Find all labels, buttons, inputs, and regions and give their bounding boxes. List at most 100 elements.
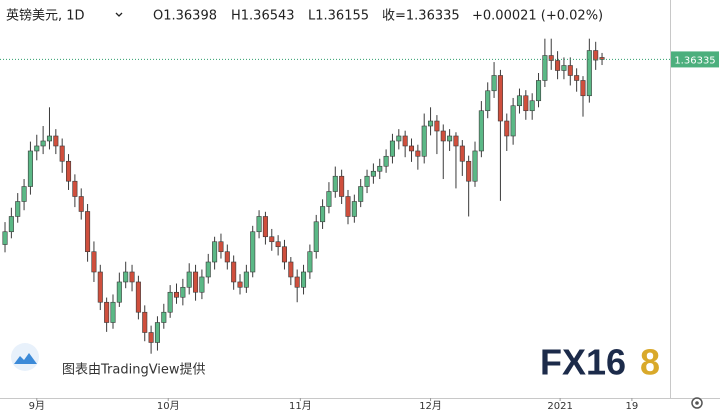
candle-body — [224, 251, 230, 263]
candle-body — [561, 65, 567, 71]
candle-body — [555, 60, 561, 71]
symbol[interactable]: 英镑美元, 1D — [6, 8, 85, 24]
tv-logo — [14, 353, 37, 364]
candle-body — [66, 160, 72, 182]
settings-hub[interactable] — [695, 401, 699, 405]
candle-body — [313, 221, 319, 253]
candle-body — [593, 50, 599, 61]
candle-body — [326, 191, 332, 207]
candle-body — [262, 216, 268, 238]
candle-body — [415, 150, 421, 157]
x-tick-label: 9月 — [29, 400, 45, 412]
candle-body — [40, 140, 46, 147]
candle-body — [453, 135, 459, 147]
candle-body — [269, 236, 275, 243]
high-label: H1.36543 — [231, 9, 295, 24]
candle-body — [567, 65, 573, 76]
candle-body — [237, 281, 243, 288]
candle-body — [34, 145, 40, 152]
candle-body — [72, 180, 78, 197]
low-label: L1.36155 — [308, 9, 369, 24]
candle-body — [142, 311, 148, 333]
interval-chevron[interactable] — [115, 12, 123, 17]
candle-body — [129, 271, 135, 283]
candle-body — [434, 120, 440, 132]
candle-body — [243, 271, 249, 288]
candle-body — [301, 271, 307, 288]
candle-body — [193, 271, 199, 293]
candle-body — [574, 75, 580, 81]
x-tick-label: 19 — [626, 401, 639, 412]
candle-body — [523, 95, 529, 112]
candle-body — [396, 135, 402, 142]
candle-body — [148, 332, 154, 343]
change-label: +0.00021 (+0.02%) — [472, 9, 603, 24]
candle-body — [345, 196, 351, 217]
candle-body — [389, 140, 395, 157]
candle-body — [542, 55, 548, 81]
settings-icon[interactable] — [691, 397, 703, 409]
candle-body — [53, 135, 59, 147]
candle-body — [599, 57, 605, 60]
candle-body — [250, 231, 256, 273]
candle-body — [85, 211, 91, 253]
candle-body — [27, 150, 33, 187]
candle-body — [536, 80, 542, 102]
candle-body — [104, 301, 110, 323]
candle-body — [586, 50, 592, 97]
candle-body — [472, 150, 478, 182]
x-tick-label: 10月 — [157, 400, 180, 412]
candle-body — [510, 105, 516, 137]
candle-body — [281, 246, 287, 263]
candle-body — [205, 261, 211, 278]
candle-body — [15, 201, 21, 217]
candle-body — [161, 311, 167, 323]
candle-body — [358, 186, 364, 202]
candle-body — [428, 120, 434, 127]
x-tick-label: 11月 — [289, 400, 312, 412]
candle-body — [275, 241, 281, 248]
candle-body — [231, 261, 237, 283]
candle-body — [212, 241, 218, 263]
candle-body — [580, 80, 586, 97]
candle-body — [440, 130, 446, 142]
candle-body — [154, 322, 160, 343]
candle-body — [516, 95, 522, 107]
candle-body — [364, 175, 370, 187]
candle-body — [478, 110, 484, 152]
candle-body — [116, 281, 122, 303]
candle-body — [59, 145, 65, 162]
candle-body — [332, 175, 338, 192]
candle-body — [78, 196, 84, 212]
settings-gear[interactable] — [691, 397, 703, 409]
candle-body — [135, 281, 141, 313]
candle-body — [123, 271, 129, 283]
candle-body — [218, 241, 224, 253]
candle-body — [421, 125, 427, 157]
candle-body — [351, 201, 357, 217]
candle-body — [294, 276, 300, 288]
tv-logo-bg — [11, 343, 39, 371]
candle-body — [377, 165, 383, 172]
candle-body — [21, 186, 27, 202]
candle-body — [497, 75, 503, 122]
candle-body — [110, 301, 116, 323]
candle-body — [180, 286, 186, 298]
candle-body — [370, 170, 376, 177]
last-price-box — [671, 51, 719, 68]
candle-body — [288, 261, 294, 278]
candle-body — [173, 291, 180, 298]
candle-body — [408, 145, 415, 152]
candle-body — [307, 251, 313, 273]
plot-area — [2, 38, 605, 354]
logo-accent: 8 — [640, 342, 660, 383]
candle-body — [459, 145, 465, 162]
candle-body — [383, 155, 389, 167]
candle-body — [485, 90, 491, 112]
candle-body — [529, 100, 535, 112]
candle-body — [466, 160, 472, 182]
candle-body — [91, 251, 97, 273]
candle-body — [8, 216, 14, 233]
candle-body — [46, 135, 52, 142]
